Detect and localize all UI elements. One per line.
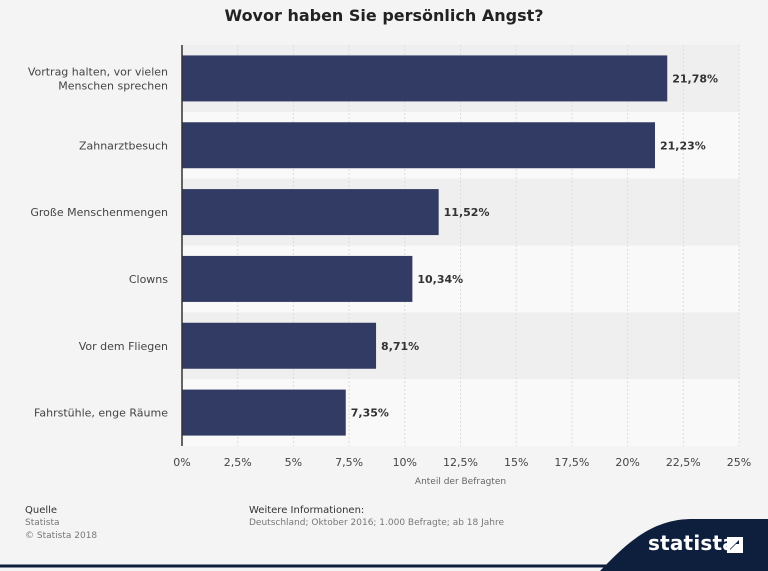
x-tick-label: 17,5% [554, 456, 589, 469]
bar-chart: 21,78% Vortrag halten, vor vielenMenschen… [28, 45, 751, 487]
source-copyright: © Statista 2018 [25, 531, 98, 541]
x-tick-label: 7,5% [335, 456, 363, 469]
value-label: 21,23% [660, 139, 706, 152]
category-label: Zahnarztbesuch [79, 139, 168, 152]
value-label: 7,35% [351, 407, 389, 420]
bar [182, 122, 656, 169]
bar [182, 255, 413, 302]
value-label: 10,34% [417, 273, 463, 286]
x-tick-label: 12,5% [443, 456, 478, 469]
value-label: 11,52% [444, 206, 490, 219]
logo-background [600, 519, 768, 571]
category-label: Menschen sprechen [58, 79, 168, 92]
value-label: 21,78% [672, 72, 718, 85]
x-tick-label: 25% [727, 456, 751, 469]
category-label: Große Menschenmengen [30, 206, 168, 219]
info-title: Weitere Informationen: [249, 505, 365, 516]
bar [182, 189, 439, 236]
statista-arrow-icon [727, 537, 743, 553]
bar [182, 55, 668, 102]
bar [182, 322, 377, 369]
info-text: Deutschland; Oktober 2016; 1.000 Befragt… [249, 518, 505, 528]
bar [182, 389, 346, 436]
category-label: Clowns [129, 273, 168, 286]
x-tick-label: 2,5% [224, 456, 252, 469]
x-tick-label: 15% [504, 456, 528, 469]
x-tick-label: 22,5% [666, 456, 701, 469]
value-label: 8,71% [381, 340, 419, 353]
logo-text: statista [648, 531, 736, 555]
x-tick-label: 0% [173, 456, 190, 469]
category-label: Fahrstühle, enge Räume [34, 407, 168, 420]
chart-title: Wovor haben Sie persönlich Angst? [224, 6, 544, 25]
x-tick-label: 20% [615, 456, 639, 469]
category-label: Vortrag halten, vor vielen [28, 65, 168, 78]
x-tick-label: 5% [285, 456, 302, 469]
source-name: Statista [25, 518, 60, 528]
category-label: Vor dem Fliegen [79, 340, 168, 353]
x-axis-label: Anteil der Befragten [415, 477, 506, 487]
x-tick-label: 10% [393, 456, 417, 469]
source-title: Quelle [25, 505, 58, 516]
